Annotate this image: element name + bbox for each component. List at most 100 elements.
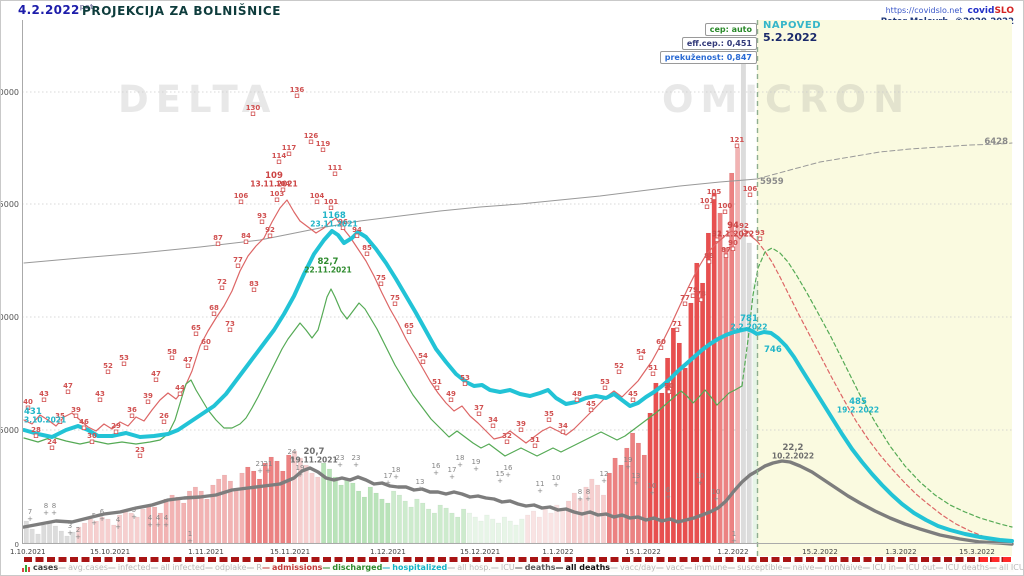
legend-item-discharged[interactable]: — discharged [322, 563, 382, 572]
cases-bar[interactable] [525, 514, 531, 544]
cases-bar[interactable] [391, 490, 397, 544]
cases-bar[interactable] [192, 486, 198, 544]
cases-bar[interactable] [47, 521, 53, 544]
cases-bar[interactable] [41, 524, 47, 544]
cases-bar[interactable] [169, 494, 175, 544]
cases-bar[interactable] [198, 490, 204, 544]
cases-bar[interactable] [705, 232, 711, 544]
site-url-link[interactable]: https://covidslo.net [885, 6, 963, 15]
cases-bar[interactable] [461, 508, 467, 544]
legend-item-admissions[interactable]: — admissions [262, 563, 322, 572]
legend-item-deaths[interactable]: — deaths [515, 563, 556, 572]
cases-bar[interactable] [606, 472, 612, 544]
cases-bar[interactable] [105, 518, 111, 544]
legend-item-avg-cases[interactable]: — avg.cases [58, 563, 108, 572]
cases-bar[interactable] [431, 512, 437, 544]
legend-item-all-deaths[interactable]: — all deaths [556, 563, 611, 572]
cases-bar[interactable] [635, 442, 641, 544]
cases-bar[interactable] [122, 510, 128, 544]
param-box-1[interactable]: eff.cep.: 0,451 [681, 37, 757, 50]
legend-item-vacc[interactable]: — vacc [656, 563, 684, 572]
cases-bar[interactable] [542, 506, 548, 544]
cases-bar[interactable] [408, 506, 414, 544]
param-box-0[interactable]: cep: auto [704, 23, 757, 36]
legend-item-infected[interactable]: — infected [108, 563, 151, 572]
legend-item-nonnaive[interactable]: — nonNaive [814, 563, 862, 572]
cases-bar[interactable] [396, 494, 402, 544]
cases-bar[interactable] [181, 502, 187, 544]
cases-bar[interactable] [361, 496, 367, 544]
cases-bar[interactable] [29, 528, 35, 544]
cases-bar[interactable] [612, 457, 618, 544]
cases-bar[interactable] [274, 460, 280, 544]
cases-bar[interactable] [204, 498, 210, 544]
cases-bar[interactable] [356, 490, 362, 544]
cases-bar[interactable] [641, 454, 647, 544]
cases-bar[interactable] [490, 518, 496, 544]
legend-item-hospitalized[interactable]: — hospitalized [382, 563, 447, 572]
legend-item-susceptible[interactable]: — susceptible [727, 563, 782, 572]
legend-item-icu[interactable]: — ICU [491, 563, 515, 572]
cases-bar[interactable] [286, 454, 292, 544]
cases-bar[interactable] [379, 498, 385, 544]
cases-bar[interactable] [513, 524, 519, 544]
cases-bar[interactable] [449, 512, 455, 544]
cases-bar[interactable] [82, 522, 88, 544]
legend-item-all-icu[interactable]: — all ICU [989, 563, 1024, 572]
cases-bar[interactable] [35, 533, 41, 544]
param-box-2[interactable]: prekuženost: 0,847 [659, 51, 757, 64]
legend-item-immune[interactable]: — immune [684, 563, 727, 572]
cases-bar[interactable] [496, 522, 502, 544]
cases-bar[interactable] [52, 525, 58, 544]
cases-bar[interactable] [601, 494, 607, 544]
legend-item-all-infected[interactable]: — all infected [151, 563, 205, 572]
cases-bar[interactable] [221, 474, 227, 544]
cases-bar[interactable] [414, 498, 420, 544]
cases-bar[interactable] [216, 478, 222, 544]
cases-bar[interactable] [694, 262, 700, 544]
cases-bar[interactable] [233, 488, 239, 544]
cases-bar[interactable] [373, 492, 379, 544]
cases-bar[interactable] [262, 462, 268, 544]
cases-bar[interactable] [367, 486, 373, 544]
cases-bar[interactable] [350, 482, 356, 544]
cases-bar[interactable] [647, 412, 653, 544]
cases-bar[interactable] [64, 535, 70, 544]
cases-bar[interactable] [58, 530, 64, 544]
cases-bar[interactable] [309, 472, 315, 544]
cases-bar[interactable] [501, 516, 507, 544]
cases-bar[interactable] [332, 476, 338, 544]
cases-bar[interactable] [338, 484, 344, 544]
cases-bar[interactable] [466, 512, 472, 544]
cases-bar[interactable] [536, 516, 542, 544]
cases-bar[interactable] [175, 496, 181, 544]
legend-item-naive[interactable]: — naive [783, 563, 815, 572]
cases-bar[interactable] [315, 476, 321, 544]
cases-bar[interactable] [688, 302, 694, 544]
cases-bar[interactable] [437, 504, 443, 544]
legend-item-cases[interactable]: cases [22, 563, 58, 572]
cases-bar[interactable] [303, 464, 309, 544]
cases-bar[interactable] [484, 514, 490, 544]
cases-bar[interactable] [23, 520, 29, 544]
cases-bar[interactable] [630, 432, 636, 544]
cases-bar[interactable] [519, 518, 525, 544]
cases-bar[interactable] [245, 466, 251, 544]
cases-bar[interactable] [700, 282, 706, 544]
legend-item-r[interactable]: — R [246, 563, 262, 572]
cases-bar[interactable] [385, 502, 391, 544]
legend-item-icu-deaths[interactable]: — ICU deaths [935, 563, 989, 572]
cases-bar[interactable] [577, 498, 583, 544]
legend-item-icu-in[interactable]: — ICU in [862, 563, 896, 572]
cases-bar[interactable] [344, 478, 350, 544]
cases-bar[interactable] [257, 478, 263, 544]
cases-bar[interactable] [566, 500, 572, 544]
cases-bar[interactable] [746, 242, 752, 544]
cases-bar[interactable] [239, 472, 245, 544]
cases-bar[interactable] [140, 508, 146, 544]
cases-bar[interactable] [402, 500, 408, 544]
legend-item-odplake[interactable]: — odplake [205, 563, 246, 572]
cases-bar[interactable] [507, 520, 513, 544]
cases-bar[interactable] [443, 507, 449, 544]
cases-bar[interactable] [531, 510, 537, 544]
